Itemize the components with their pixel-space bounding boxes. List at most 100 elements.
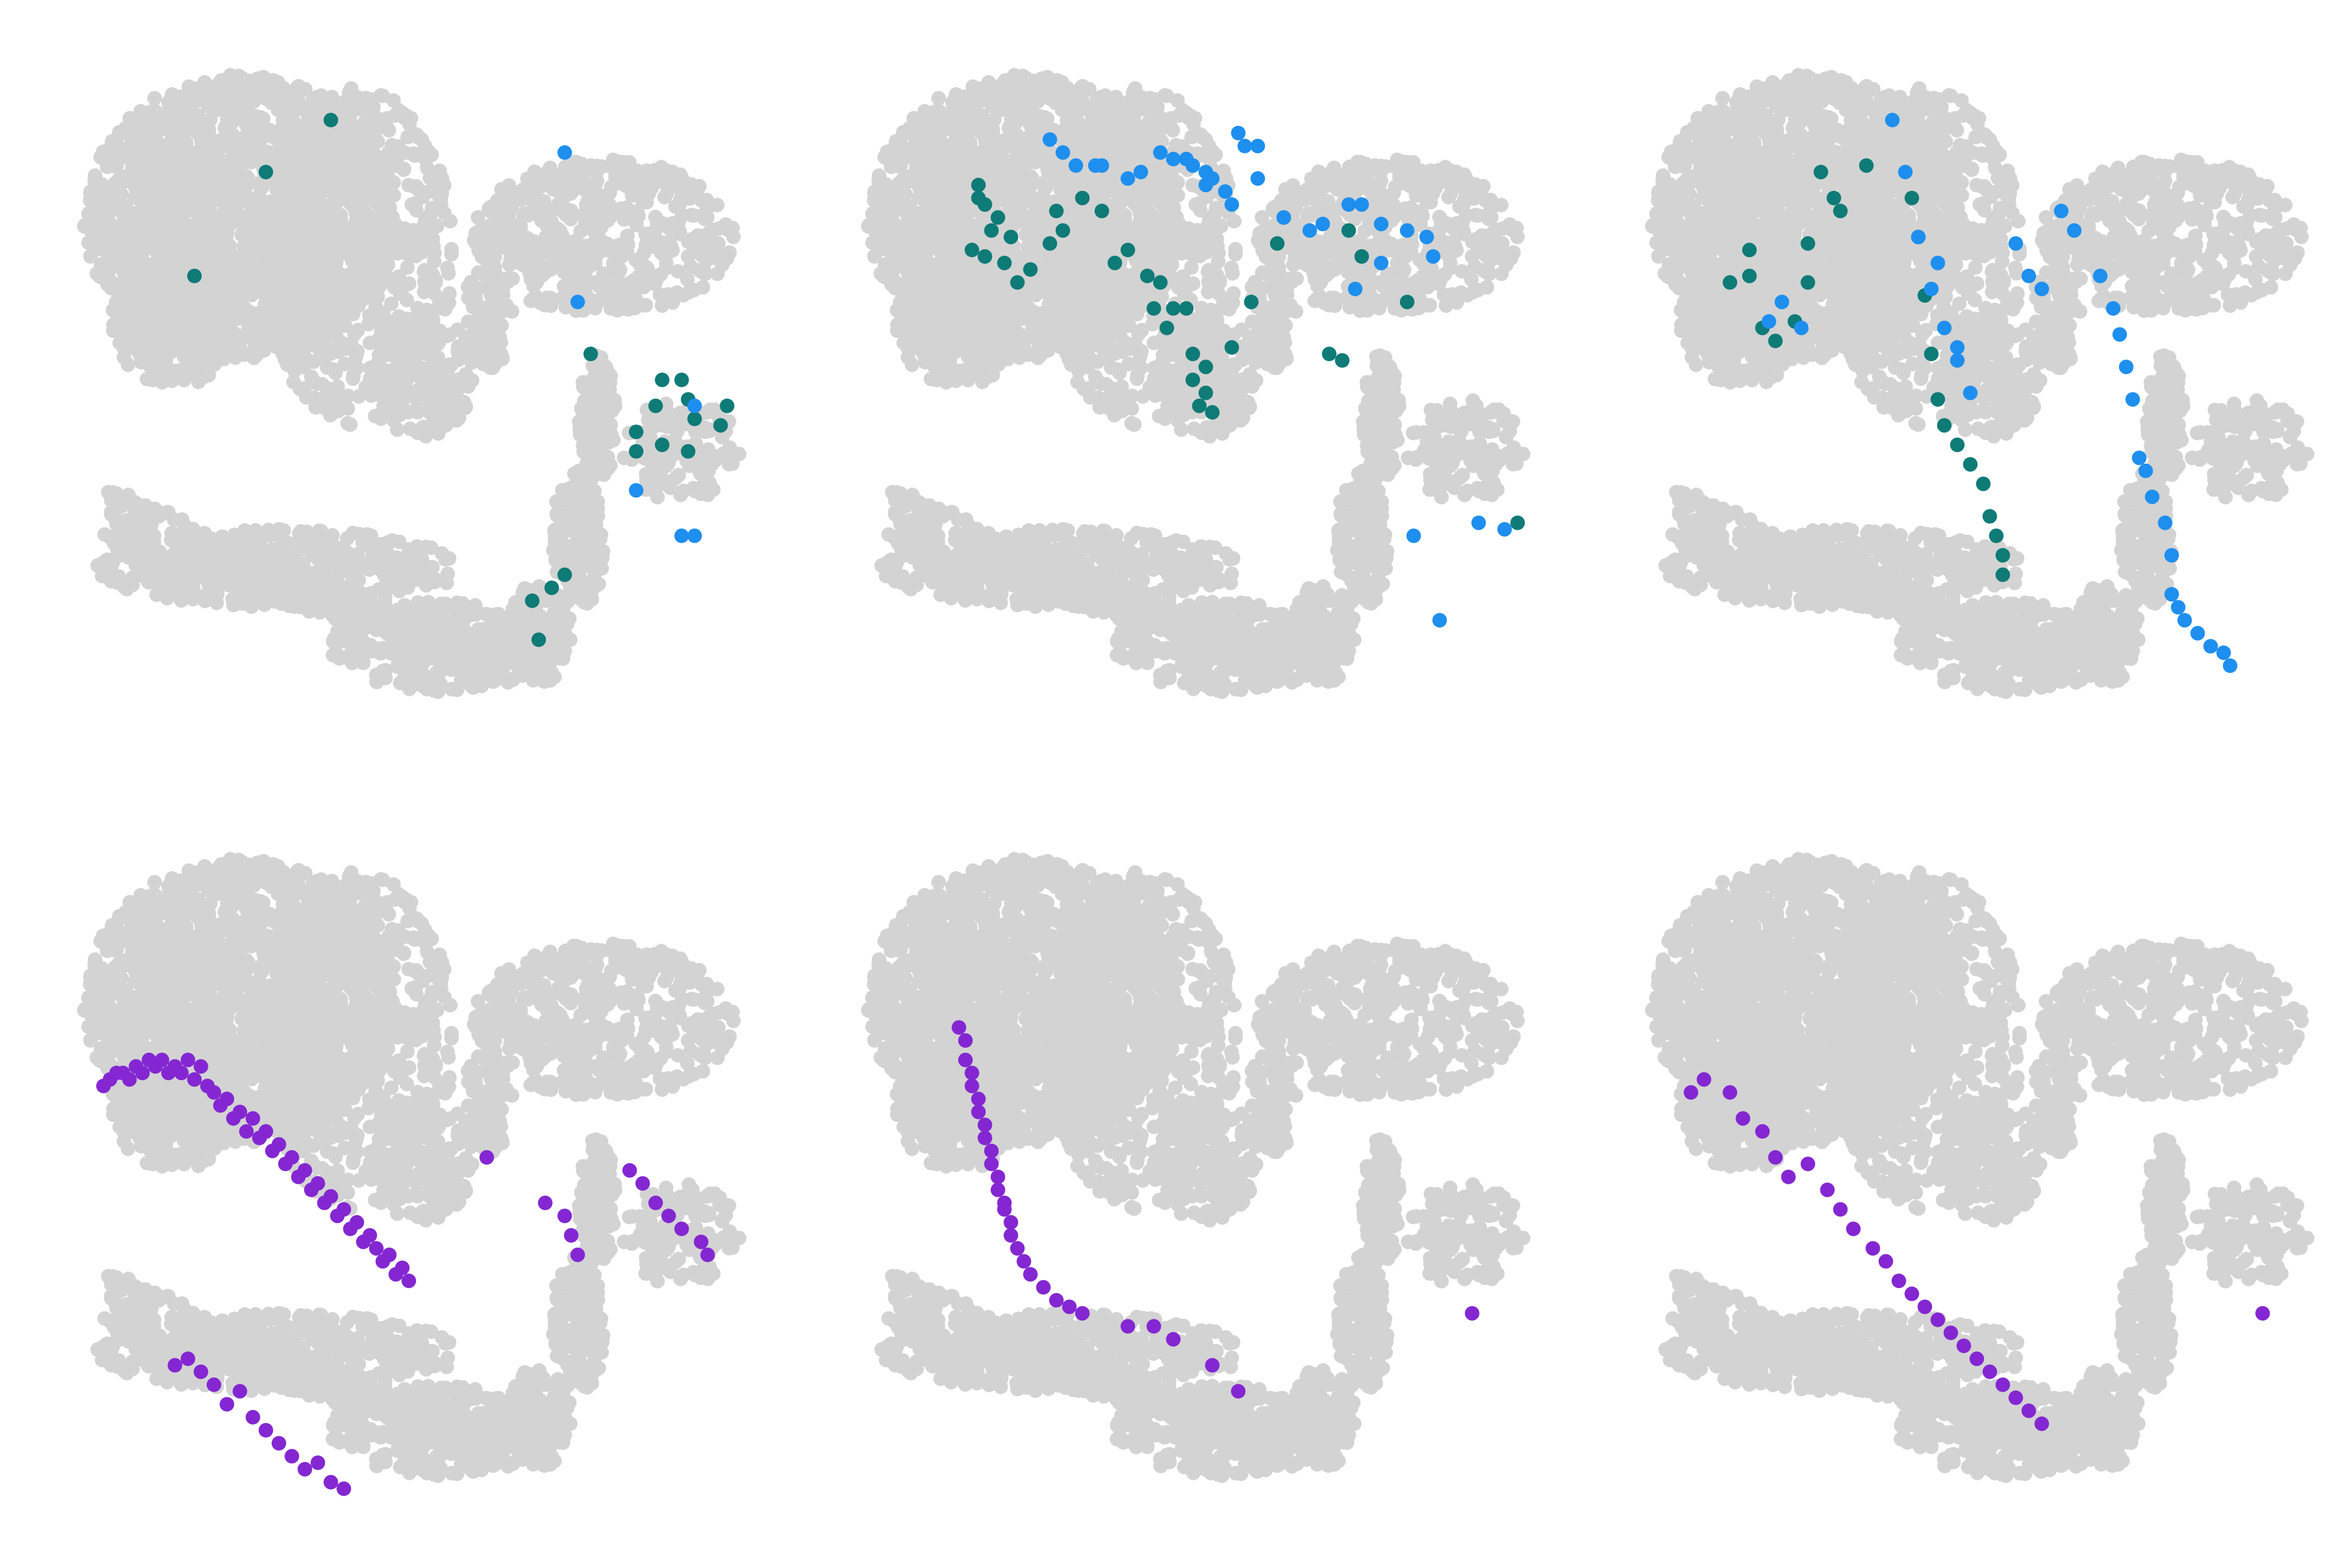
background-cell-point: [443, 358, 458, 373]
background-cell-point: [590, 158, 604, 174]
background-cell-point: [663, 480, 678, 496]
background-cell-point: [578, 198, 594, 213]
background-cell-point: [124, 224, 139, 239]
background-cell-point: [200, 286, 215, 301]
background-cell-point: [226, 292, 241, 307]
background-cell-point: [559, 613, 574, 628]
background-cell-point: [352, 553, 367, 568]
background-cell-point: [526, 673, 541, 688]
background-cell-point: [221, 134, 236, 149]
background-cell-point: [356, 117, 371, 132]
background-cell-point: [676, 483, 691, 498]
background-cell-point: [724, 221, 739, 236]
background-cell-point: [173, 100, 188, 115]
background-cell-point: [686, 245, 701, 260]
background-cell-point: [492, 329, 507, 344]
background-cell-point: [122, 256, 137, 271]
background-cell-point: [502, 620, 517, 635]
background-cell-point: [498, 240, 513, 255]
background-cell-point: [539, 290, 554, 305]
background-cell-point: [603, 458, 618, 473]
background-cell-point: [409, 393, 424, 408]
background-cell-point: [183, 315, 198, 330]
background-cell-point: [313, 147, 328, 162]
background-cell-point: [313, 312, 328, 327]
background-cell-point: [114, 285, 129, 300]
background-cell-point: [124, 511, 139, 526]
background-cell-point: [170, 230, 185, 245]
background-cell-point: [668, 413, 683, 428]
background-cell-point: [336, 118, 351, 133]
umap-panel-1: [77, 68, 746, 699]
background-cell-point: [140, 282, 155, 297]
background-cell-point: [362, 371, 377, 386]
background-cell-point: [400, 580, 416, 595]
background-cell-point: [147, 528, 162, 543]
background-cell-point: [149, 265, 164, 281]
background-cell-point: [525, 659, 540, 674]
background-cell-point: [100, 276, 115, 291]
background-cell-point: [719, 251, 734, 266]
background-cell-point: [404, 356, 419, 371]
background-cell-point: [533, 208, 548, 223]
background-cell-point: [410, 230, 425, 245]
background-cell-point: [402, 369, 417, 384]
background-cell-point: [483, 353, 497, 368]
background-cell-point: [456, 395, 472, 410]
background-cell-point: [110, 241, 125, 256]
background-cell-point: [220, 345, 235, 360]
background-cell-point: [370, 134, 385, 149]
background-cell-point: [567, 479, 581, 494]
background-cell-point: [619, 281, 634, 296]
background-cell-point: [471, 265, 486, 280]
background-cell-point: [575, 375, 590, 390]
background-cell-point: [610, 303, 625, 318]
background-cell-point: [582, 274, 596, 290]
background-cell-point: [484, 199, 500, 214]
background-cell-point: [203, 87, 218, 102]
background-cell-point: [421, 328, 436, 343]
background-cell-point: [147, 340, 162, 356]
background-cell-point: [441, 551, 456, 566]
background-cell-point: [707, 402, 722, 417]
background-cell-point: [583, 552, 598, 567]
background-cell-point: [543, 160, 558, 175]
background-cell-point: [608, 169, 623, 184]
background-cell-point: [599, 242, 614, 258]
background-cell-point: [402, 276, 417, 291]
background-cell-point: [213, 246, 228, 260]
background-cell-point: [642, 240, 656, 255]
background-cell-point: [330, 316, 345, 331]
background-cell-point: [391, 103, 406, 118]
background-cell-point: [649, 272, 664, 287]
background-cell-point: [567, 466, 582, 481]
background-cell-point: [548, 522, 563, 537]
background-cell-point: [670, 264, 685, 279]
background-cell-point: [318, 221, 333, 236]
background-cell-point: [417, 674, 432, 689]
background-cell-point: [408, 195, 423, 211]
background-cell-point: [547, 643, 562, 659]
background-cell-point: [287, 176, 302, 191]
background-cell-point: [558, 207, 573, 222]
background-cell-point: [151, 577, 166, 592]
background-cell-point: [181, 198, 196, 213]
background-cell-point: [230, 192, 245, 207]
background-cell-point: [693, 466, 708, 481]
background-cell-point: [448, 601, 463, 616]
background-cell-point: [662, 173, 677, 188]
background-cell-point: [505, 304, 520, 319]
background-cell-point: [253, 246, 268, 262]
background-cell-point: [248, 109, 263, 124]
background-cell-point: [557, 264, 572, 279]
background-cell-point: [288, 254, 303, 269]
background-cell-point: [145, 372, 160, 388]
background-cell-point: [569, 155, 584, 170]
background-cell-point: [378, 363, 393, 378]
background-cell-point: [484, 650, 500, 665]
background-cell-point: [390, 656, 405, 671]
background-cell-point: [549, 494, 564, 509]
background-cell-point: [157, 506, 172, 521]
